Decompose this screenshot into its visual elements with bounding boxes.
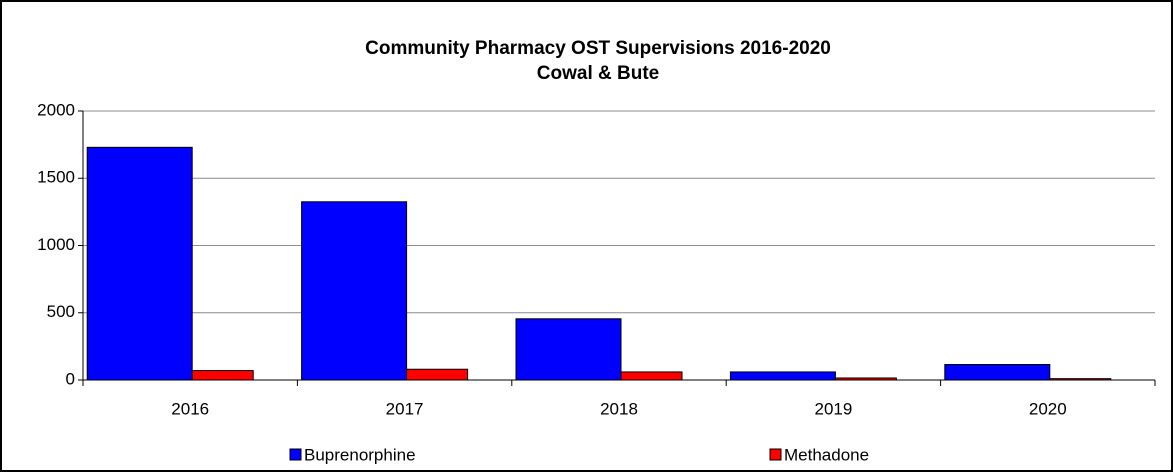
legend-swatch <box>289 448 302 461</box>
legend-swatch <box>769 448 782 461</box>
bar <box>729 371 836 381</box>
bar <box>86 146 193 381</box>
bar <box>834 377 897 381</box>
y-tick-label: 1000 <box>37 235 75 254</box>
x-tick-label: 2020 <box>1029 399 1067 418</box>
bar <box>406 368 469 381</box>
bar <box>944 364 1051 381</box>
legend-label: Methadone <box>784 445 869 464</box>
bar <box>1049 378 1112 381</box>
y-tick-label: 1500 <box>37 168 75 187</box>
bar <box>515 318 622 381</box>
chart-subtitle: Cowal & Bute <box>537 63 659 84</box>
bar <box>301 201 408 381</box>
y-tick-label: 500 <box>47 302 75 321</box>
x-tick-label: 2016 <box>171 399 209 418</box>
chart-title: Community Pharmacy OST Supervisions 2016… <box>365 38 831 59</box>
x-tick-label: 2018 <box>600 399 638 418</box>
x-tick-label: 2019 <box>814 399 852 418</box>
y-tick-label: 2000 <box>37 100 75 119</box>
x-tick-label: 2017 <box>386 399 424 418</box>
bar <box>620 371 683 381</box>
bar <box>191 370 254 381</box>
y-tick-label: 0 <box>66 369 75 388</box>
legend-label: Buprenorphine <box>304 445 416 464</box>
